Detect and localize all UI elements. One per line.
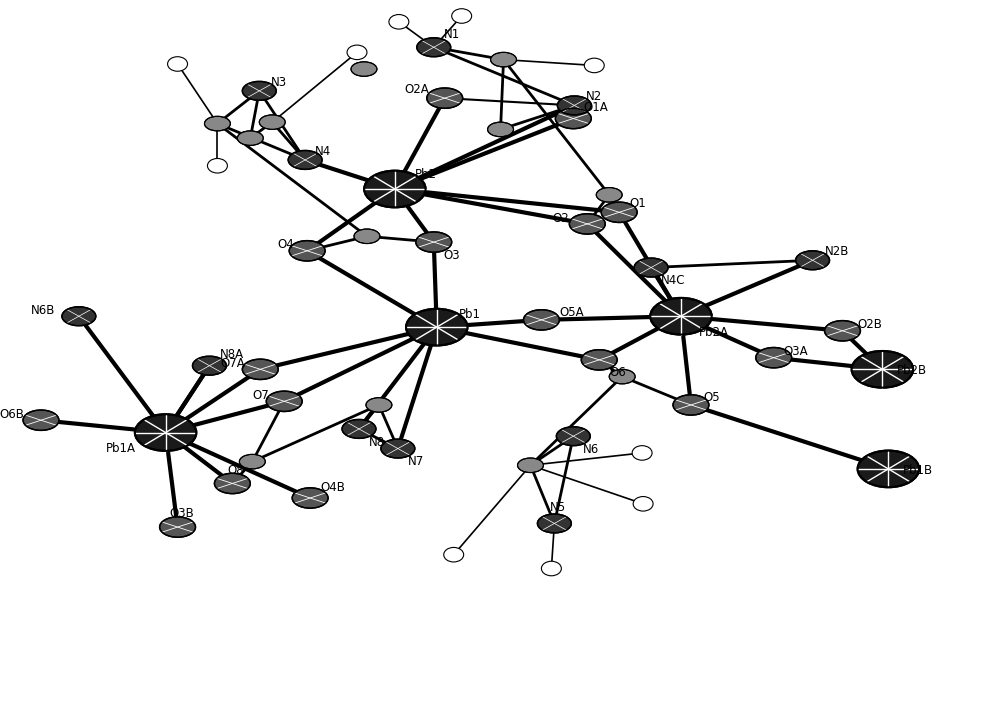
Ellipse shape <box>609 369 635 384</box>
Circle shape <box>207 158 227 173</box>
Ellipse shape <box>756 348 792 368</box>
Text: O1: O1 <box>629 197 646 210</box>
Text: Pb2A: Pb2A <box>699 326 729 339</box>
Ellipse shape <box>557 96 591 115</box>
Ellipse shape <box>581 350 617 370</box>
Circle shape <box>389 15 409 29</box>
Ellipse shape <box>242 81 276 100</box>
Text: O6B: O6B <box>0 408 24 421</box>
Text: Pb1B: Pb1B <box>903 464 933 477</box>
Ellipse shape <box>381 439 415 458</box>
Text: N8: N8 <box>369 435 385 449</box>
Ellipse shape <box>417 38 451 57</box>
Circle shape <box>541 561 561 576</box>
Ellipse shape <box>354 229 380 244</box>
Ellipse shape <box>242 359 278 379</box>
Ellipse shape <box>601 202 637 222</box>
Ellipse shape <box>555 108 591 129</box>
Ellipse shape <box>366 398 392 412</box>
Text: N2: N2 <box>586 90 603 103</box>
Circle shape <box>633 497 653 511</box>
Ellipse shape <box>427 88 463 108</box>
Text: O3A: O3A <box>784 345 808 358</box>
Ellipse shape <box>351 62 377 76</box>
Ellipse shape <box>289 241 325 261</box>
Text: N2B: N2B <box>825 245 849 258</box>
Ellipse shape <box>204 116 230 131</box>
Ellipse shape <box>237 131 263 145</box>
Ellipse shape <box>266 391 302 411</box>
Circle shape <box>168 57 188 71</box>
Ellipse shape <box>537 514 571 533</box>
Circle shape <box>632 446 652 460</box>
Circle shape <box>444 547 464 562</box>
Text: N4C: N4C <box>661 274 686 287</box>
Ellipse shape <box>135 414 196 451</box>
Text: O8: O8 <box>227 464 244 477</box>
Ellipse shape <box>214 473 250 494</box>
Text: O7: O7 <box>252 389 269 402</box>
Text: N4: N4 <box>315 145 331 158</box>
Text: N5: N5 <box>549 501 566 514</box>
Ellipse shape <box>406 309 467 345</box>
Ellipse shape <box>23 410 59 430</box>
Ellipse shape <box>342 419 376 438</box>
Text: O2A: O2A <box>405 83 430 96</box>
Text: Pb1: Pb1 <box>459 308 481 321</box>
Ellipse shape <box>488 122 514 137</box>
Ellipse shape <box>239 454 265 469</box>
Circle shape <box>452 9 472 23</box>
Text: Pb2B: Pb2B <box>897 364 927 377</box>
Circle shape <box>584 58 604 73</box>
Text: N1: N1 <box>444 28 460 41</box>
Text: O2: O2 <box>552 212 569 225</box>
Text: O5: O5 <box>703 391 720 404</box>
Ellipse shape <box>825 321 860 341</box>
Ellipse shape <box>596 188 622 202</box>
Ellipse shape <box>62 307 96 326</box>
Text: O3: O3 <box>444 249 460 262</box>
Ellipse shape <box>364 171 426 207</box>
Text: N7: N7 <box>408 455 424 468</box>
Text: N3: N3 <box>271 76 287 89</box>
Ellipse shape <box>288 150 322 169</box>
Text: O1A: O1A <box>583 101 608 114</box>
Ellipse shape <box>650 298 712 334</box>
Text: O3B: O3B <box>170 507 194 521</box>
Text: N6: N6 <box>583 443 600 456</box>
Ellipse shape <box>160 517 196 537</box>
Ellipse shape <box>292 488 328 508</box>
Ellipse shape <box>259 115 285 129</box>
Text: O2B: O2B <box>857 318 882 332</box>
Text: N6B: N6B <box>31 304 55 317</box>
Text: O5A: O5A <box>559 306 584 319</box>
Ellipse shape <box>569 214 605 234</box>
Ellipse shape <box>858 451 919 487</box>
Ellipse shape <box>416 232 452 252</box>
Ellipse shape <box>673 395 709 415</box>
Text: N8A: N8A <box>219 348 244 361</box>
Text: O4: O4 <box>277 238 294 252</box>
Ellipse shape <box>523 310 559 330</box>
Ellipse shape <box>491 52 517 67</box>
Ellipse shape <box>796 251 830 270</box>
Text: Pb2: Pb2 <box>415 168 437 181</box>
Text: O7A: O7A <box>220 357 245 370</box>
Ellipse shape <box>556 427 590 446</box>
Ellipse shape <box>852 351 913 387</box>
Ellipse shape <box>193 356 226 375</box>
Text: Pb1A: Pb1A <box>106 442 136 455</box>
Text: O6: O6 <box>609 366 626 379</box>
Circle shape <box>347 45 367 60</box>
Text: O4B: O4B <box>320 481 345 494</box>
Ellipse shape <box>518 458 543 473</box>
Ellipse shape <box>634 258 668 277</box>
